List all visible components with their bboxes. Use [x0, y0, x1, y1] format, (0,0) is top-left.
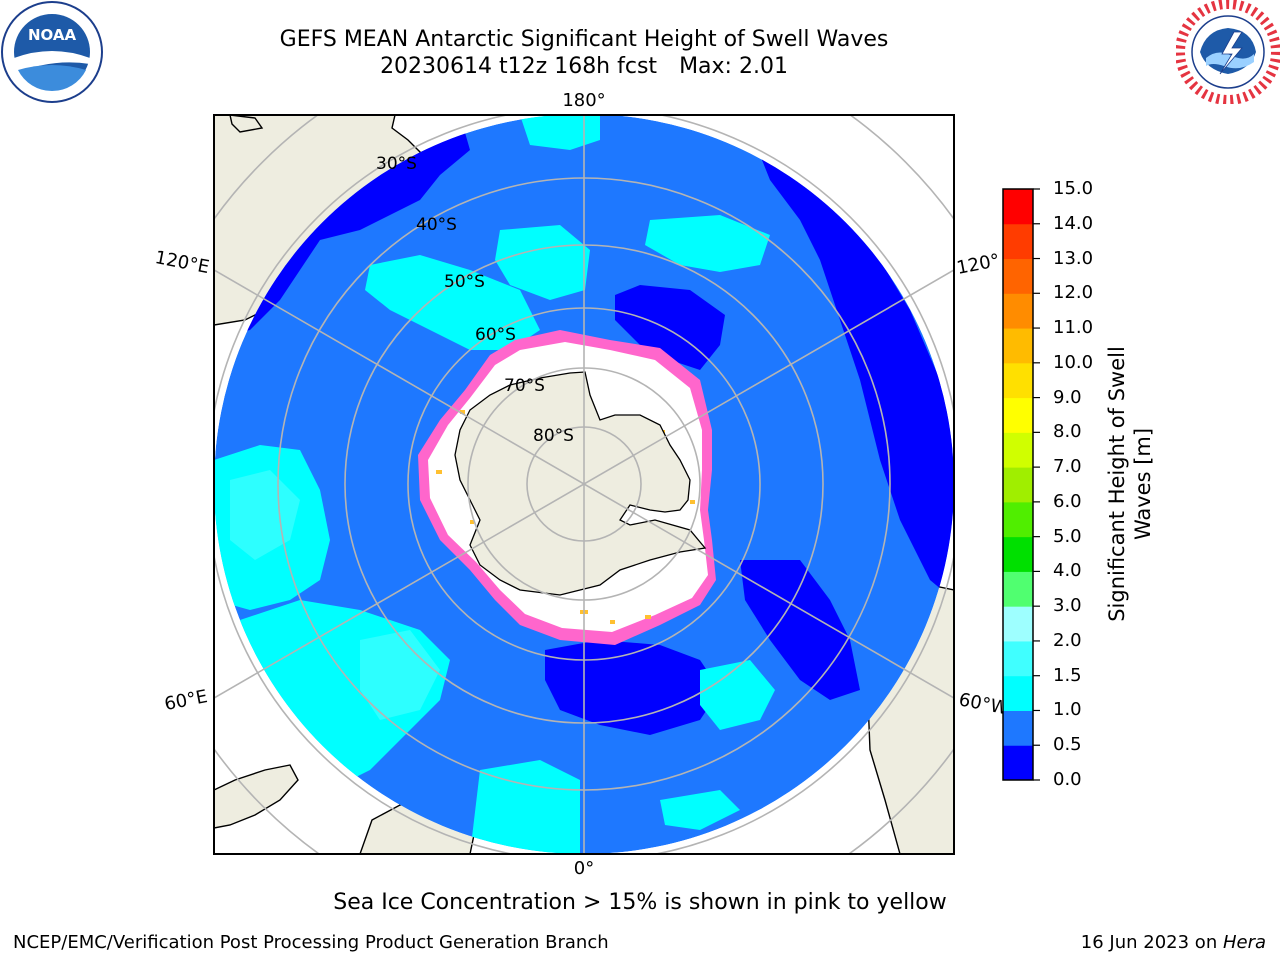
credit-line: NCEP/EMC/Verification Post Processing Pr… [13, 932, 609, 953]
lat-label-30s: 30°S [376, 154, 417, 174]
colorbar-segment [1003, 606, 1033, 642]
graticule [214, 115, 954, 854]
colorbar-segment [1003, 397, 1033, 433]
colorbar-tick-label: 9.0 [1053, 386, 1082, 408]
colorbar-tick-label: 7.0 [1053, 456, 1082, 478]
colorbar-segment [1003, 258, 1033, 294]
lon-label-60w: 60°W [957, 689, 1010, 719]
noaa-logo-text: NOAA [28, 26, 77, 44]
colorbar-segment [1003, 536, 1033, 572]
colorbar-tick-label: 14.0 [1053, 212, 1094, 234]
colorbar-segment [1003, 328, 1033, 364]
date-text: 16 Jun 2023 on [1080, 932, 1223, 953]
colorbar-segment [1003, 501, 1033, 538]
colorbar-frame [1002, 188, 1034, 781]
lat-label-40s: 40°S [416, 215, 457, 235]
colorbar-tick-label: 11.0 [1053, 317, 1094, 339]
colorbar-tick-label: 6.0 [1053, 490, 1082, 512]
colorbar-tick-label: 13.0 [1053, 247, 1094, 269]
chart-subtitle: 20230614 t12z 168h fcst Max: 2.01 [0, 54, 1168, 79]
lon-label-60e: 60°E [163, 686, 209, 715]
colorbar-tick-label: 4.0 [1053, 560, 1082, 582]
map-frame [213, 114, 955, 855]
max-value: Max: 2.01 [679, 54, 788, 79]
colorbar-label: Significant Height of Swell Waves [m] [1104, 346, 1156, 622]
sea-ice-note: Sea Ice Concentration > 15% is shown in … [333, 890, 947, 915]
colorbar-tick-label: 15.0 [1053, 178, 1094, 199]
colorbar-tick-label: 8.0 [1053, 421, 1082, 443]
colorbar-segment [1003, 675, 1033, 711]
map-panel [214, 115, 954, 854]
colorbar-segment [1003, 571, 1033, 607]
date-line: 16 Jun 2023 on Hera [1081, 932, 1266, 953]
colorbar-tick-label: 1.5 [1053, 664, 1082, 686]
colorbar-segment [1003, 745, 1033, 781]
colorbar-tick-label: 3.0 [1053, 595, 1082, 617]
lat-label-80s: 80°S [533, 426, 574, 446]
nws-logo [1176, 0, 1280, 104]
lat-label-60s: 60°S [475, 325, 516, 345]
lon-label-120w: 120° [955, 250, 1002, 279]
colorbar-tick-label: 2.0 [1053, 629, 1082, 651]
colorbar-segment [1003, 467, 1033, 503]
chart-title: GEFS MEAN Antarctic Significant Height o… [279, 27, 889, 52]
colorbar-tick-label: 10.0 [1053, 351, 1094, 373]
noaa-logo: NOAA [1, 1, 103, 103]
colorbar-label-line2: Waves [m] [1131, 427, 1155, 541]
colorbar-segment [1003, 710, 1033, 746]
colorbar-tick-label: 12.0 [1053, 282, 1094, 304]
colorbar [1003, 188, 1040, 781]
colorbar-tick-label: 0.0 [1053, 769, 1082, 790]
colorbar-segment [1003, 189, 1033, 225]
colorbar-tick-label: 5.0 [1053, 525, 1082, 547]
host-name: Hera [1222, 932, 1266, 953]
colorbar-segment [1003, 640, 1033, 677]
colorbar-segment [1003, 223, 1033, 260]
lat-label-70s: 70°S [504, 376, 545, 396]
lon-label-180: 180° [562, 90, 605, 111]
colorbar-tick-label: 1.0 [1053, 699, 1082, 721]
colorbar-label-line1: Significant Height of Swell [1105, 346, 1129, 622]
colorbar-segment [1003, 362, 1033, 399]
lon-label-0: 0° [574, 858, 594, 879]
lat-label-50s: 50°S [444, 272, 485, 292]
colorbar-segment [1003, 432, 1033, 468]
lon-label-120e: 120°E [153, 247, 211, 278]
colorbar-tick-label: 0.5 [1053, 734, 1082, 756]
colorbar-segment [1003, 293, 1033, 329]
run-info: 20230614 t12z 168h fcst [380, 54, 658, 79]
antarctica [454, 371, 707, 596]
